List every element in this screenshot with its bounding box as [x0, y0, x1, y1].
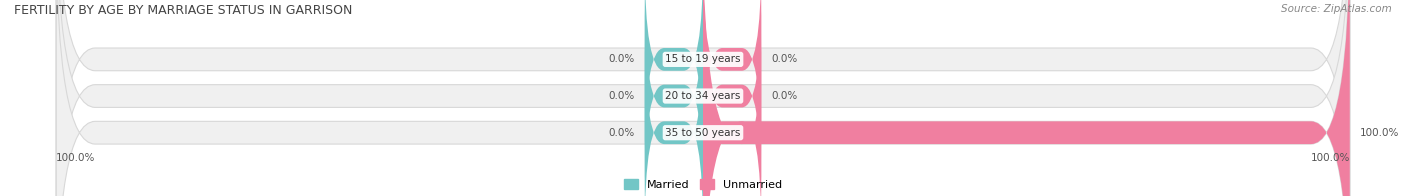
Text: 100.0%: 100.0% [1310, 153, 1350, 163]
FancyBboxPatch shape [703, 0, 761, 195]
FancyBboxPatch shape [703, 0, 1350, 196]
FancyBboxPatch shape [645, 0, 703, 195]
Text: 0.0%: 0.0% [770, 91, 797, 101]
FancyBboxPatch shape [645, 34, 703, 196]
FancyBboxPatch shape [703, 0, 761, 158]
Text: 100.0%: 100.0% [56, 153, 96, 163]
Text: 0.0%: 0.0% [609, 54, 636, 64]
Text: 20 to 34 years: 20 to 34 years [665, 91, 741, 101]
FancyBboxPatch shape [703, 34, 761, 196]
Text: FERTILITY BY AGE BY MARRIAGE STATUS IN GARRISON: FERTILITY BY AGE BY MARRIAGE STATUS IN G… [14, 4, 353, 17]
Text: 0.0%: 0.0% [609, 128, 636, 138]
Text: 35 to 50 years: 35 to 50 years [665, 128, 741, 138]
Legend: Married, Unmarried: Married, Unmarried [624, 179, 782, 190]
FancyBboxPatch shape [645, 0, 703, 158]
FancyBboxPatch shape [56, 0, 1350, 196]
FancyBboxPatch shape [56, 0, 1350, 196]
Text: Source: ZipAtlas.com: Source: ZipAtlas.com [1281, 4, 1392, 14]
Text: 0.0%: 0.0% [609, 91, 636, 101]
Text: 15 to 19 years: 15 to 19 years [665, 54, 741, 64]
Text: 100.0%: 100.0% [1360, 128, 1399, 138]
Text: 0.0%: 0.0% [770, 54, 797, 64]
FancyBboxPatch shape [56, 0, 1350, 196]
